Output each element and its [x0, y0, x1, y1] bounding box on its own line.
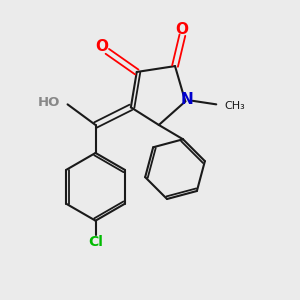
Text: O: O	[175, 22, 188, 38]
Text: CH₃: CH₃	[224, 101, 245, 111]
Text: N: N	[180, 92, 193, 107]
Text: Cl: Cl	[88, 235, 103, 249]
Text: HO: HO	[38, 95, 60, 109]
Text: O: O	[95, 39, 109, 54]
